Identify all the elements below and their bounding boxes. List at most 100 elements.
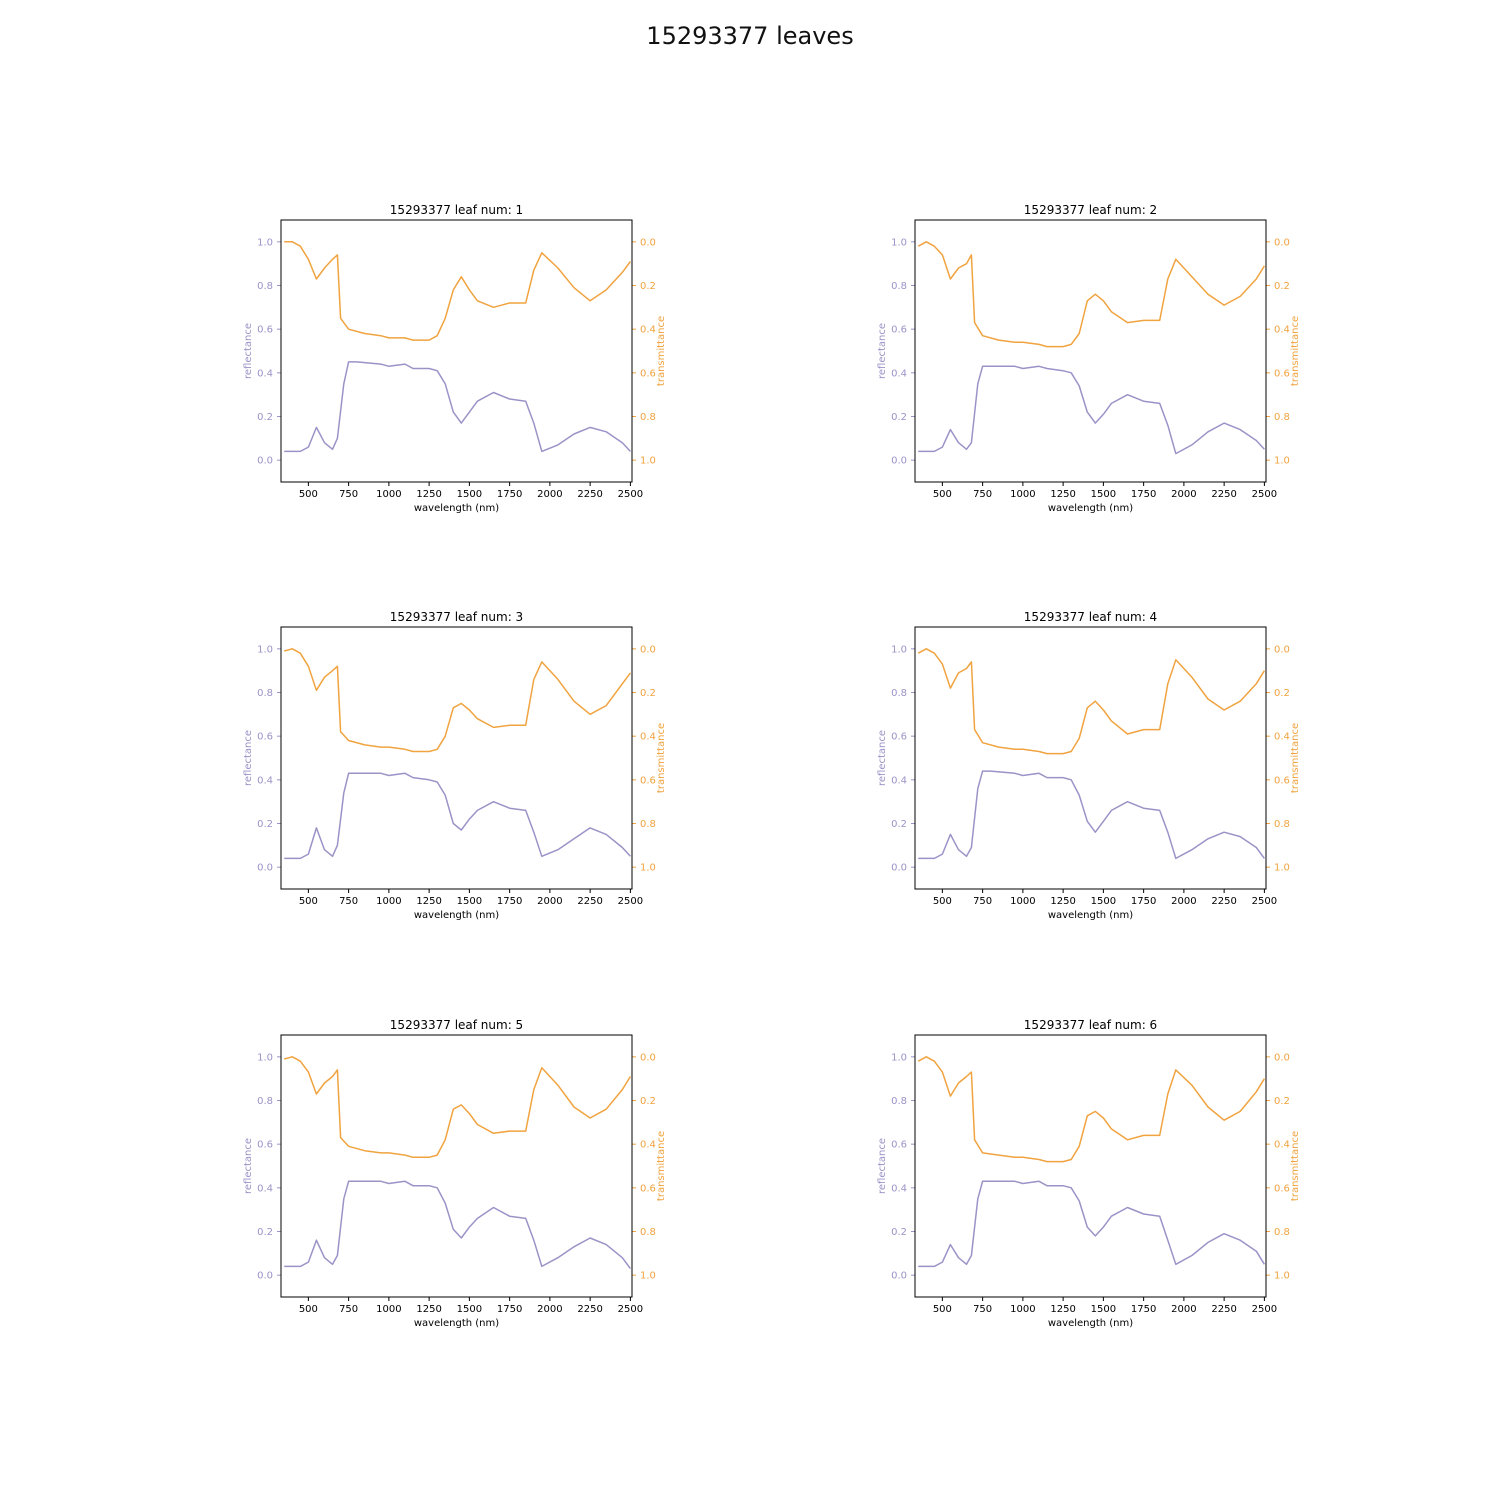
- y-right-tick-label: 0.2: [640, 688, 656, 699]
- x-tick-label: 750: [339, 489, 358, 500]
- x-axis-label: wavelength (nm): [1048, 503, 1133, 514]
- x-tick-label: 750: [339, 896, 358, 907]
- chart-panel-3: 15293377 leaf num: 3 500 750 1000 1250 1500 17…: [243, 610, 667, 921]
- x-tick-label: 750: [973, 489, 992, 500]
- y-right-tick-label: 1.0: [1274, 456, 1290, 467]
- x-tick-label: 2500: [618, 1304, 643, 1315]
- y-left-tick-label: 0.4: [891, 1183, 907, 1194]
- y-right-axis-label: transmittance: [1290, 316, 1301, 386]
- y-left-tick-label: 0.2: [891, 1227, 907, 1238]
- y-right-tick-label: 0.4: [1274, 732, 1290, 743]
- y-right-tick-label: 0.8: [1274, 819, 1290, 830]
- y-left-tick-label: 0.4: [257, 775, 273, 786]
- y-right-tick-label: 0.8: [640, 819, 656, 830]
- y-left-tick-label: 0.0: [257, 863, 273, 874]
- y-right-tick-label: 0.4: [640, 325, 656, 336]
- x-tick-label: 2250: [577, 489, 602, 500]
- x-axis-label: wavelength (nm): [414, 910, 499, 921]
- plot-frame: [914, 626, 1267, 890]
- panel-title: 15293377 leaf num: 4: [1024, 610, 1157, 624]
- plot-frame: [280, 219, 633, 483]
- y-right-tick-label: 1.0: [640, 863, 656, 874]
- x-tick-label: 1250: [1050, 489, 1075, 500]
- y-right-tick-label: 0.4: [640, 732, 656, 743]
- x-tick-label: 2000: [537, 1304, 562, 1315]
- x-tick-label: 1500: [457, 489, 482, 500]
- x-tick-label: 1500: [457, 1304, 482, 1315]
- panel-title: 15293377 leaf num: 3: [390, 610, 523, 624]
- series-line-transmittance: [917, 1056, 1266, 1163]
- x-tick-label: 2500: [618, 489, 643, 500]
- y-right-tick-label: 0.6: [1274, 775, 1290, 786]
- y-left-tick-label: 1.0: [891, 1052, 907, 1063]
- x-tick-label: 750: [973, 1304, 992, 1315]
- y-left-tick-label: 0.2: [891, 412, 907, 423]
- x-tick-label: 1000: [376, 489, 401, 500]
- y-right-tick-label: 0.0: [1274, 644, 1290, 655]
- panel-title: 15293377 leaf num: 6: [1024, 1018, 1157, 1032]
- y-left-tick-label: 0.2: [257, 1227, 273, 1238]
- series-line-reflectance: [284, 361, 631, 453]
- y-left-tick-label: 0.0: [891, 863, 907, 874]
- y-left-tick-label: 0.8: [257, 281, 273, 292]
- x-tick-label: 1250: [1050, 1304, 1075, 1315]
- panel-title: 15293377 leaf num: 1: [390, 203, 523, 217]
- x-tick-label: 2000: [1171, 1304, 1196, 1315]
- y-left-axis-label: reflectance: [877, 323, 888, 379]
- y-left-tick-label: 0.0: [257, 456, 273, 467]
- x-tick-label: 1250: [416, 1304, 441, 1315]
- y-left-tick-label: 1.0: [257, 1052, 273, 1063]
- plot-frame: [280, 1034, 633, 1298]
- series-line-transmittance: [284, 1056, 632, 1159]
- y-right-tick-label: 0.0: [1274, 1052, 1290, 1063]
- page-title: 15293377 leaves: [646, 22, 854, 50]
- x-tick-label: 1000: [1010, 489, 1035, 500]
- series-line-reflectance: [284, 772, 631, 860]
- x-tick-label: 1000: [1010, 896, 1035, 907]
- series-line-transmittance: [917, 241, 1266, 348]
- x-tick-label: 2250: [1211, 1304, 1236, 1315]
- x-tick-label: 1750: [1131, 489, 1156, 500]
- y-right-tick-label: 1.0: [1274, 863, 1290, 874]
- y-right-tick-label: 0.6: [640, 775, 656, 786]
- y-right-tick-label: 0.4: [640, 1140, 656, 1151]
- series-line-reflectance: [918, 1180, 1266, 1268]
- x-tick-label: 1250: [416, 896, 441, 907]
- x-tick-label: 1500: [1091, 489, 1116, 500]
- y-left-tick-label: 1.0: [891, 237, 907, 248]
- y-right-axis-label: transmittance: [1290, 1131, 1301, 1201]
- x-tick-label: 1250: [416, 489, 441, 500]
- y-left-tick-label: 0.0: [891, 456, 907, 467]
- y-right-tick-label: 0.4: [1274, 1140, 1290, 1151]
- y-right-tick-label: 0.6: [1274, 368, 1290, 379]
- x-tick-label: 750: [339, 1304, 358, 1315]
- x-tick-label: 500: [299, 1304, 318, 1315]
- x-tick-label: 2250: [577, 1304, 602, 1315]
- y-left-tick-label: 0.6: [891, 732, 907, 743]
- x-tick-label: 2250: [1211, 489, 1236, 500]
- y-left-axis-label: reflectance: [243, 323, 254, 379]
- y-left-tick-label: 0.2: [257, 819, 273, 830]
- x-tick-label: 1750: [1131, 896, 1156, 907]
- y-left-tick-label: 0.6: [891, 325, 907, 336]
- plot-frame: [914, 219, 1267, 483]
- y-left-tick-label: 0.2: [891, 819, 907, 830]
- y-right-tick-label: 0.8: [640, 1227, 656, 1238]
- x-tick-label: 500: [933, 896, 952, 907]
- x-axis-label: wavelength (nm): [1048, 910, 1133, 921]
- y-right-tick-label: 0.0: [640, 237, 656, 248]
- x-tick-label: 500: [933, 1304, 952, 1315]
- plot-frame: [914, 1034, 1267, 1298]
- x-tick-label: 1750: [497, 489, 522, 500]
- x-tick-label: 1750: [497, 896, 522, 907]
- x-tick-label: 1000: [376, 1304, 401, 1315]
- x-tick-label: 500: [299, 896, 318, 907]
- y-left-tick-label: 0.8: [891, 688, 907, 699]
- y-left-tick-label: 0.0: [257, 1271, 273, 1282]
- y-left-tick-label: 0.4: [257, 1183, 273, 1194]
- y-right-tick-label: 1.0: [640, 456, 656, 467]
- y-left-tick-label: 0.8: [257, 1096, 273, 1107]
- x-tick-label: 2000: [1171, 489, 1196, 500]
- y-right-tick-label: 0.8: [1274, 412, 1290, 423]
- y-left-tick-label: 0.8: [891, 281, 907, 292]
